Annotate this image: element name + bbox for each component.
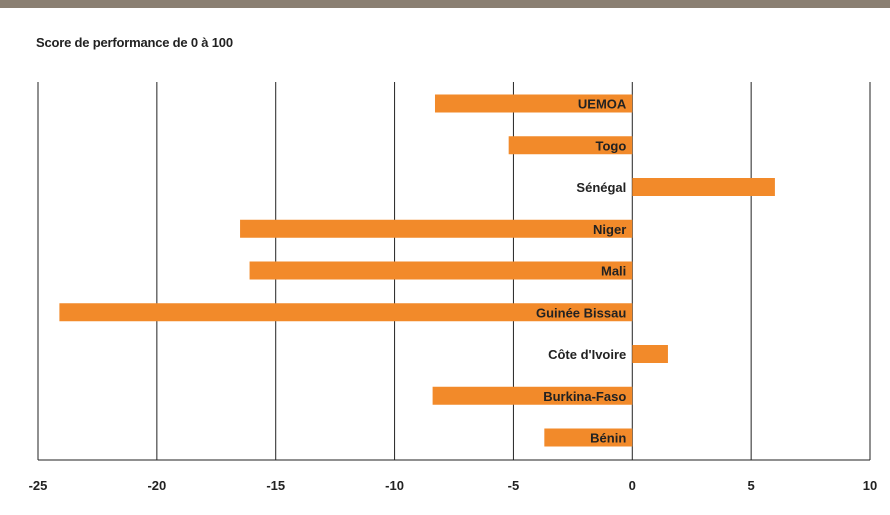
category-label: Sénégal [576,180,626,195]
x-axis: -25 -20 -15 -10 -5 0 5 10 [29,459,877,493]
x-tick-label: -10 [385,478,404,493]
bar [434,94,633,113]
bar [632,178,775,196]
x-tick-label: -25 [29,478,48,493]
bar [59,303,633,322]
category-label: Togo [595,138,626,153]
bar-labels: UEMOA Togo Sénégal Niger Mali Guinée Bissau Cô… [536,97,627,446]
category-label: Bénin [590,431,626,446]
category-label: UEMOA [578,97,627,112]
bar [432,386,633,405]
category-label: Burkina-Faso [543,389,626,404]
bar [240,219,633,238]
category-label: Guinée Bissau [536,305,626,320]
x-tick-label: -20 [147,478,166,493]
bars [59,94,775,447]
category-label: Mali [601,264,626,279]
category-label: Côte d'Ivoire [548,347,626,362]
chart-title: Score de performance de 0 à 100 [36,35,233,50]
x-tick-label: -5 [508,478,520,493]
x-tick-label: 0 [629,478,636,493]
bar [632,345,668,363]
x-tick-label: -15 [266,478,285,493]
bar [249,261,633,280]
category-label: Niger [593,222,626,237]
x-tick-label: 5 [748,478,755,493]
bar [508,136,633,155]
x-tick-label: 10 [863,478,877,493]
top-rule [0,0,890,8]
bar [544,428,633,447]
